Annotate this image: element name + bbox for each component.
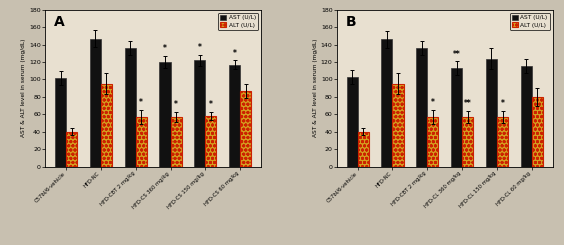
Bar	[381, 39, 393, 167]
Y-axis label: AST & ALT level in serum (mg/dL): AST & ALT level in serum (mg/dL)	[21, 39, 27, 137]
Bar	[194, 60, 205, 167]
Bar	[497, 117, 508, 167]
Bar	[55, 78, 66, 167]
Legend: AST (U/L), ALT (U/L): AST (U/L), ALT (U/L)	[510, 13, 550, 30]
Text: *: *	[139, 98, 143, 107]
Bar	[66, 132, 77, 167]
Bar	[462, 117, 473, 167]
Bar	[428, 117, 438, 167]
Text: *: *	[174, 100, 178, 109]
Text: **: **	[464, 99, 472, 108]
Bar	[170, 117, 182, 167]
Text: *: *	[198, 43, 202, 52]
Legend: AST (U/L), ALT (U/L): AST (U/L), ALT (U/L)	[218, 13, 258, 30]
Bar	[346, 77, 358, 167]
Bar	[393, 84, 404, 167]
Bar	[136, 117, 147, 167]
Text: *: *	[163, 44, 167, 53]
Bar	[229, 65, 240, 167]
Bar	[486, 59, 497, 167]
Bar	[358, 132, 369, 167]
Text: B: B	[345, 14, 356, 28]
Text: *: *	[233, 49, 236, 58]
Bar	[451, 68, 462, 167]
Bar	[90, 38, 101, 167]
Bar	[240, 91, 252, 167]
Bar	[160, 62, 170, 167]
Bar	[532, 97, 543, 167]
Y-axis label: AST & ALT level in serum (mg/dL): AST & ALT level in serum (mg/dL)	[313, 39, 318, 137]
Text: *: *	[431, 98, 435, 107]
Text: *: *	[501, 99, 504, 108]
Bar	[521, 66, 532, 167]
Bar	[125, 48, 136, 167]
Bar	[205, 116, 217, 167]
Text: A: A	[54, 14, 64, 28]
Bar	[416, 48, 428, 167]
Text: **: **	[453, 49, 460, 59]
Text: *: *	[209, 100, 213, 109]
Bar	[101, 84, 112, 167]
